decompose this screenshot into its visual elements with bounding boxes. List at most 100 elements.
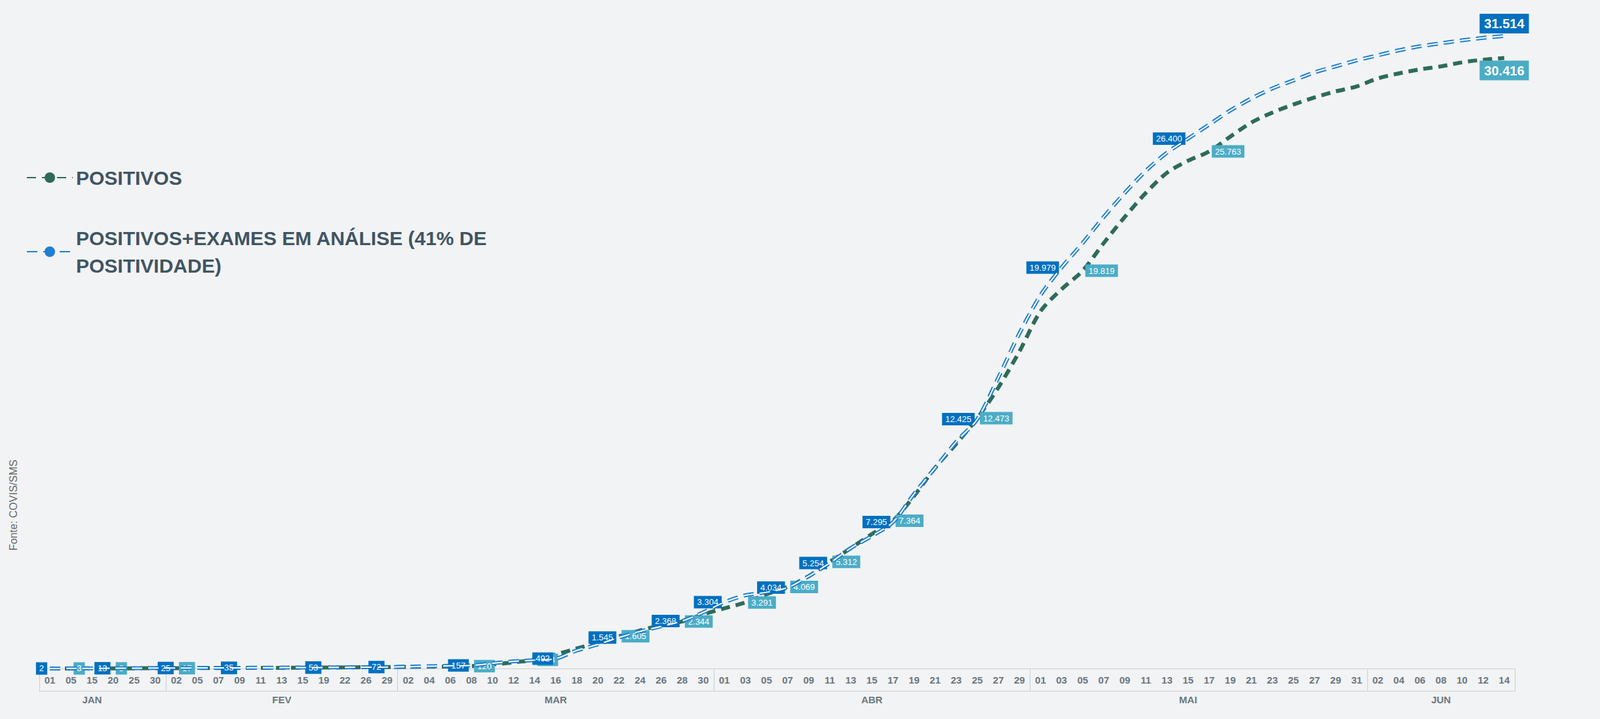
svg-text:09: 09 <box>802 674 815 686</box>
svg-text:15: 15 <box>86 674 98 686</box>
svg-text:11: 11 <box>255 674 267 686</box>
svg-text:30.416: 30.416 <box>1483 63 1524 79</box>
svg-text:31.514: 31.514 <box>1483 16 1525 31</box>
svg-text:JUN: JUN <box>1430 694 1451 706</box>
svg-text:11: 11 <box>824 674 836 686</box>
svg-text:22: 22 <box>339 674 351 686</box>
svg-text:11: 11 <box>1140 674 1152 686</box>
svg-text:02: 02 <box>171 674 183 686</box>
svg-text:13: 13 <box>845 674 857 686</box>
svg-text:7.295: 7.295 <box>865 517 888 527</box>
svg-text:25: 25 <box>1287 674 1300 686</box>
svg-text:09: 09 <box>1119 674 1131 686</box>
svg-text:120: 120 <box>477 661 492 672</box>
svg-text:MAI: MAI <box>1179 694 1198 706</box>
svg-text:40: 40 <box>308 662 319 673</box>
svg-text:29: 29 <box>1014 674 1026 686</box>
svg-text:30: 30 <box>150 674 162 686</box>
svg-text:05: 05 <box>192 674 204 686</box>
svg-text:05: 05 <box>760 674 773 686</box>
svg-text:14: 14 <box>1499 674 1511 686</box>
svg-text:01: 01 <box>44 674 56 686</box>
svg-text:16: 16 <box>550 674 562 686</box>
svg-text:02: 02 <box>402 674 414 686</box>
svg-text:09: 09 <box>234 674 246 686</box>
svg-text:08: 08 <box>466 674 478 686</box>
svg-text:07: 07 <box>781 674 794 686</box>
svg-text:07: 07 <box>1098 674 1110 686</box>
svg-text:26.400: 26.400 <box>1156 133 1183 144</box>
svg-text:25: 25 <box>972 674 984 686</box>
svg-text:19: 19 <box>1225 674 1237 686</box>
svg-text:06: 06 <box>445 674 457 686</box>
svg-text:492: 492 <box>535 653 550 664</box>
svg-text:2: 2 <box>39 663 44 674</box>
svg-text:4.034: 4.034 <box>760 582 782 593</box>
svg-text:12: 12 <box>1477 674 1489 686</box>
svg-text:04: 04 <box>1393 674 1405 686</box>
svg-text:7.364: 7.364 <box>898 515 921 526</box>
svg-text:Fonte: COVIS/SMS: Fonte: COVIS/SMS <box>7 459 20 551</box>
svg-text:21: 21 <box>1246 674 1258 686</box>
svg-text:3: 3 <box>76 663 82 674</box>
svg-text:25.763: 25.763 <box>1215 146 1242 157</box>
svg-text:24: 24 <box>634 674 646 686</box>
svg-text:02: 02 <box>1372 674 1384 686</box>
svg-text:05: 05 <box>1076 674 1089 686</box>
svg-text:23: 23 <box>1267 674 1279 686</box>
svg-text:27: 27 <box>993 674 1005 686</box>
svg-text:04: 04 <box>424 674 436 686</box>
svg-text:POSITIVIDADE): POSITIVIDADE) <box>76 254 222 277</box>
svg-text:5.254: 5.254 <box>802 558 824 569</box>
svg-text:17: 17 <box>1203 674 1215 686</box>
svg-text:26: 26 <box>655 674 667 686</box>
svg-text:26: 26 <box>360 674 372 686</box>
svg-text:01: 01 <box>1034 674 1047 686</box>
svg-text:23: 23 <box>950 674 962 686</box>
svg-text:03: 03 <box>740 674 752 686</box>
svg-text:19.819: 19.819 <box>1088 266 1115 276</box>
svg-text:05: 05 <box>65 674 77 686</box>
svg-text:3.291: 3.291 <box>751 597 773 608</box>
svg-text:29: 29 <box>381 674 393 686</box>
svg-text:18: 18 <box>571 674 583 686</box>
svg-text:14: 14 <box>528 674 541 686</box>
svg-text:12.473: 12.473 <box>983 413 1010 424</box>
svg-text:07: 07 <box>213 674 225 686</box>
svg-text:13: 13 <box>275 674 288 686</box>
svg-text:15: 15 <box>1182 674 1194 686</box>
svg-text:POSITIVOS: POSITIVOS <box>76 167 183 189</box>
svg-text:25: 25 <box>128 674 140 686</box>
svg-text:20: 20 <box>107 674 119 686</box>
svg-text:19: 19 <box>908 674 920 686</box>
svg-text:JAN: JAN <box>81 694 102 706</box>
svg-text:3.304: 3.304 <box>697 597 720 607</box>
svg-text:12.425: 12.425 <box>945 414 972 425</box>
svg-text:29: 29 <box>1329 674 1342 686</box>
svg-text:12: 12 <box>507 674 520 686</box>
svg-text:19.979: 19.979 <box>1029 262 1056 273</box>
svg-text:13: 13 <box>1161 674 1173 686</box>
svg-text:15: 15 <box>866 674 878 686</box>
svg-text:30: 30 <box>698 674 710 686</box>
svg-text:10: 10 <box>1456 674 1468 686</box>
svg-text:08: 08 <box>1435 674 1447 686</box>
svg-text:27: 27 <box>1308 674 1321 686</box>
svg-text:17: 17 <box>887 674 899 686</box>
svg-text:POSITIVOS+EXAMES EM ANÁLISE (4: POSITIVOS+EXAMES EM ANÁLISE (41% DE <box>76 227 493 250</box>
svg-text:ABR: ABR <box>861 694 883 706</box>
svg-text:2.368: 2.368 <box>654 616 677 626</box>
svg-text:06: 06 <box>1414 674 1426 686</box>
svg-text:FEV: FEV <box>272 694 292 706</box>
svg-text:21: 21 <box>929 674 941 686</box>
svg-text:31: 31 <box>1350 674 1363 686</box>
svg-text:28: 28 <box>676 674 688 686</box>
svg-text:19: 19 <box>318 674 330 686</box>
svg-text:15: 15 <box>297 674 309 686</box>
svg-text:22: 22 <box>613 674 625 686</box>
svg-text:01: 01 <box>719 674 731 686</box>
svg-text:MAR: MAR <box>544 694 567 706</box>
svg-text:03: 03 <box>1055 674 1068 686</box>
svg-text:10: 10 <box>487 674 499 686</box>
svg-text:20: 20 <box>592 674 604 686</box>
